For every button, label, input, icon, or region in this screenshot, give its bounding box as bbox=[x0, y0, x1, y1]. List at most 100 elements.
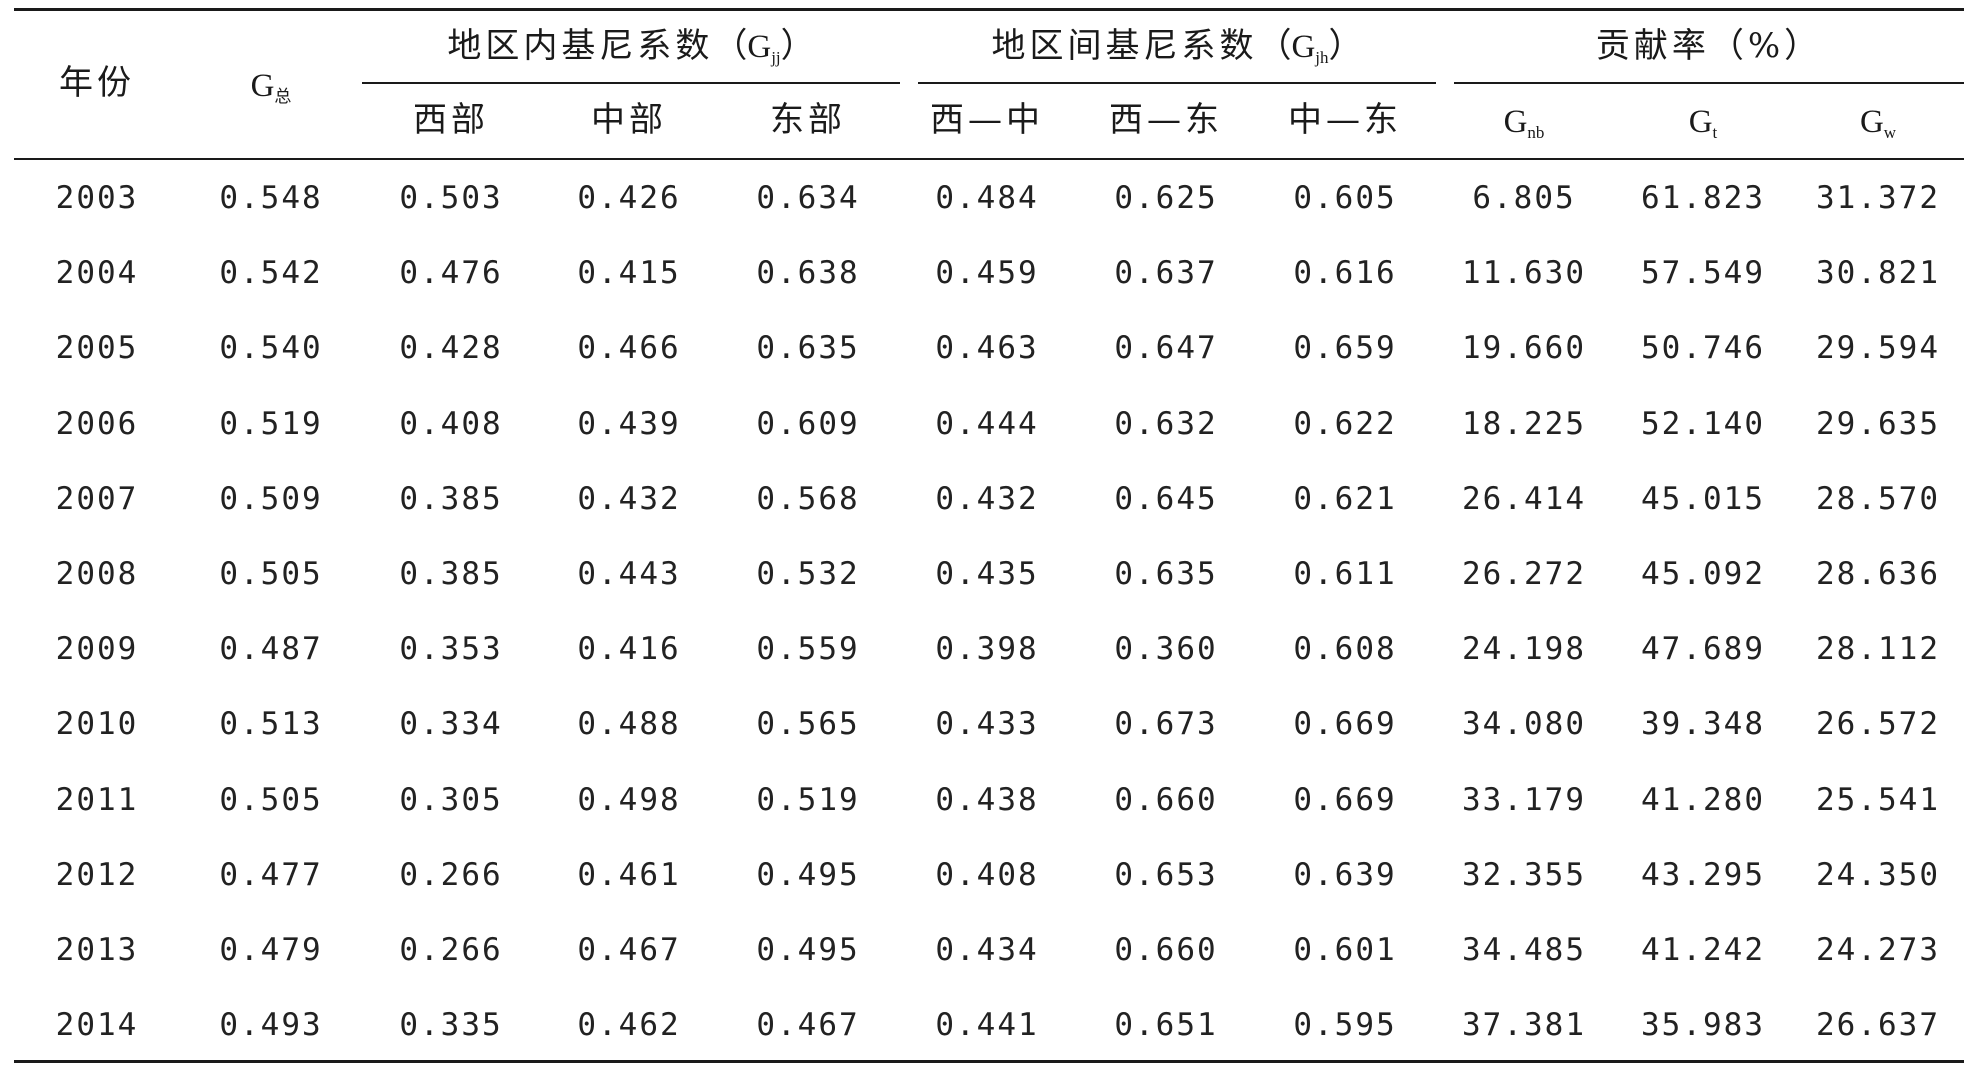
cell-east: 0.634 bbox=[756, 180, 860, 216]
header-contribution-group: 贡献率（%） bbox=[1595, 26, 1823, 66]
cell-central: 0.443 bbox=[577, 556, 681, 592]
cell-gnb: 37.381 bbox=[1462, 1007, 1586, 1043]
cell-east: 0.467 bbox=[756, 1007, 860, 1043]
cell-gt: 50.746 bbox=[1641, 330, 1765, 366]
cell-west-east: 0.637 bbox=[1114, 255, 1218, 291]
cell-gt: 35.983 bbox=[1641, 1007, 1765, 1043]
cell-gt: 57.549 bbox=[1641, 255, 1765, 291]
cell-gw: 25.541 bbox=[1816, 782, 1940, 818]
cell-central-east: 0.659 bbox=[1293, 330, 1397, 366]
cell-west-east: 0.360 bbox=[1114, 631, 1218, 667]
cell-west-central: 0.432 bbox=[935, 481, 1039, 517]
cell-year: 2014 bbox=[55, 1007, 139, 1043]
cell-gt: 45.015 bbox=[1641, 481, 1765, 517]
cell-west-east: 0.653 bbox=[1114, 857, 1218, 893]
cell-west-central: 0.408 bbox=[935, 857, 1039, 893]
cell-year: 2009 bbox=[55, 631, 139, 667]
cell-gw: 28.570 bbox=[1816, 481, 1940, 517]
cell-central-east: 0.616 bbox=[1293, 255, 1397, 291]
header-central-east: 中—东 bbox=[1288, 100, 1402, 140]
header-west-central: 西—中 bbox=[930, 100, 1044, 140]
cell-gt: 39.348 bbox=[1641, 706, 1765, 742]
header-year: 年份 bbox=[59, 63, 135, 103]
cell-west: 0.503 bbox=[399, 180, 503, 216]
cell-central-east: 0.622 bbox=[1293, 406, 1397, 442]
cell-central: 0.432 bbox=[577, 481, 681, 517]
cell-west: 0.266 bbox=[399, 932, 503, 968]
cell-west-east: 0.647 bbox=[1114, 330, 1218, 366]
table-top-rule bbox=[14, 8, 1964, 11]
cell-year: 2012 bbox=[55, 857, 139, 893]
cell-gw: 24.273 bbox=[1816, 932, 1940, 968]
header-g-total: G总 bbox=[250, 68, 292, 106]
cell-year: 2007 bbox=[55, 481, 139, 517]
cell-west: 0.428 bbox=[399, 330, 503, 366]
cell-east: 0.532 bbox=[756, 556, 860, 592]
cell-west: 0.476 bbox=[399, 255, 503, 291]
cell-g-total: 0.505 bbox=[219, 556, 323, 592]
cell-central: 0.498 bbox=[577, 782, 681, 818]
cell-west-east: 0.660 bbox=[1114, 782, 1218, 818]
cell-west-east: 0.632 bbox=[1114, 406, 1218, 442]
cell-gt: 41.242 bbox=[1641, 932, 1765, 968]
cell-west-central: 0.444 bbox=[935, 406, 1039, 442]
cell-gw: 26.637 bbox=[1816, 1007, 1940, 1043]
cell-gw: 29.594 bbox=[1816, 330, 1940, 366]
cell-west: 0.305 bbox=[399, 782, 503, 818]
cell-west-east: 0.645 bbox=[1114, 481, 1218, 517]
cell-east: 0.609 bbox=[756, 406, 860, 442]
cell-gt: 41.280 bbox=[1641, 782, 1765, 818]
cell-central-east: 0.669 bbox=[1293, 782, 1397, 818]
cell-east: 0.635 bbox=[756, 330, 860, 366]
cell-gnb: 26.414 bbox=[1462, 481, 1586, 517]
table-bottom-rule bbox=[14, 1060, 1964, 1063]
cell-east: 0.568 bbox=[756, 481, 860, 517]
cell-west-east: 0.660 bbox=[1114, 932, 1218, 968]
cell-g-total: 0.505 bbox=[219, 782, 323, 818]
cell-central: 0.488 bbox=[577, 706, 681, 742]
cell-west-central: 0.433 bbox=[935, 706, 1039, 742]
header-between-group: 地区间基尼系数（Gjh） bbox=[991, 26, 1363, 67]
cell-g-total: 0.477 bbox=[219, 857, 323, 893]
cell-west-central: 0.434 bbox=[935, 932, 1039, 968]
cell-central-east: 0.601 bbox=[1293, 932, 1397, 968]
cell-central: 0.466 bbox=[577, 330, 681, 366]
cell-gw: 28.112 bbox=[1816, 631, 1940, 667]
cell-west: 0.335 bbox=[399, 1007, 503, 1043]
cell-east: 0.559 bbox=[756, 631, 860, 667]
cell-g-total: 0.509 bbox=[219, 481, 323, 517]
cell-west: 0.266 bbox=[399, 857, 503, 893]
cell-central: 0.415 bbox=[577, 255, 681, 291]
cell-gt: 43.295 bbox=[1641, 857, 1765, 893]
cell-central: 0.426 bbox=[577, 180, 681, 216]
cell-west: 0.408 bbox=[399, 406, 503, 442]
cell-gw: 26.572 bbox=[1816, 706, 1940, 742]
contribution-group-rule bbox=[1454, 82, 1964, 84]
cell-gnb: 24.198 bbox=[1462, 631, 1586, 667]
cell-west-central: 0.435 bbox=[935, 556, 1039, 592]
within-group-rule bbox=[362, 82, 900, 84]
cell-east: 0.519 bbox=[756, 782, 860, 818]
table-header-rule bbox=[14, 158, 1964, 160]
cell-year: 2006 bbox=[55, 406, 139, 442]
cell-west: 0.334 bbox=[399, 706, 503, 742]
cell-g-total: 0.519 bbox=[219, 406, 323, 442]
cell-west-east: 0.635 bbox=[1114, 556, 1218, 592]
cell-gt: 45.092 bbox=[1641, 556, 1765, 592]
cell-year: 2004 bbox=[55, 255, 139, 291]
cell-east: 0.495 bbox=[756, 857, 860, 893]
cell-year: 2005 bbox=[55, 330, 139, 366]
cell-gnb: 26.272 bbox=[1462, 556, 1586, 592]
header-west-east: 西—东 bbox=[1109, 100, 1223, 140]
cell-gnb: 34.080 bbox=[1462, 706, 1586, 742]
cell-g-total: 0.540 bbox=[219, 330, 323, 366]
cell-g-total: 0.542 bbox=[219, 255, 323, 291]
cell-gnb: 6.805 bbox=[1472, 180, 1576, 216]
header-west: 西部 bbox=[413, 100, 489, 140]
cell-gt: 61.823 bbox=[1641, 180, 1765, 216]
cell-year: 2003 bbox=[55, 180, 139, 216]
cell-gnb: 11.630 bbox=[1462, 255, 1586, 291]
cell-central-east: 0.669 bbox=[1293, 706, 1397, 742]
header-east: 东部 bbox=[770, 100, 846, 140]
header-within-group: 地区内基尼系数（Gjj） bbox=[447, 26, 815, 67]
